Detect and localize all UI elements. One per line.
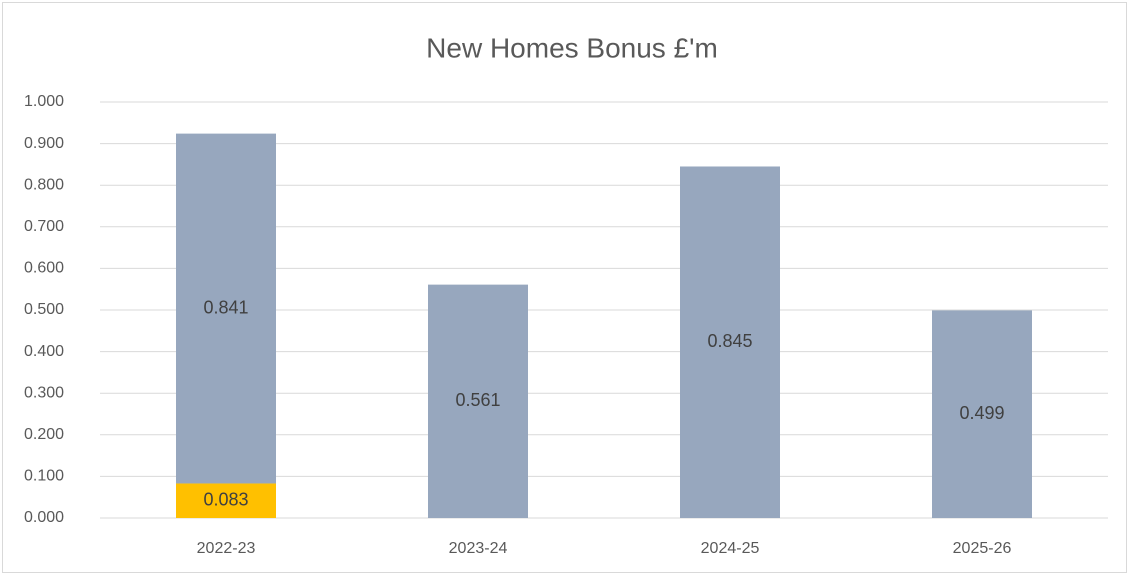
data-label: 0.841: [203, 297, 248, 317]
y-tick-label: 0.900: [24, 135, 64, 152]
y-tick-label: 0.300: [24, 384, 64, 401]
bar: [428, 284, 528, 518]
chart-title: New Homes Bonus £'m: [426, 32, 718, 63]
x-tick-label: 2024-25: [701, 540, 760, 557]
data-label: 0.083: [203, 489, 248, 509]
y-tick-label: 0.200: [24, 426, 64, 443]
x-tick-label: 2023-24: [449, 540, 508, 557]
bar: [176, 483, 276, 518]
y-tick-label: 0.100: [24, 468, 64, 485]
bar: [176, 133, 276, 484]
y-tick-label: 0.400: [24, 343, 64, 360]
x-tick-label: 2022-23: [197, 540, 256, 557]
y-tick-label: 0.800: [24, 176, 64, 193]
data-label: 0.499: [959, 403, 1004, 423]
data-label: 0.561: [455, 390, 500, 410]
bar: [932, 310, 1032, 518]
bar: [680, 166, 780, 519]
y-tick-label: 1.000: [24, 93, 64, 110]
x-tick-label: 2025-26: [953, 540, 1012, 557]
y-tick-label: 0.700: [24, 218, 64, 235]
y-tick-label: 0.000: [24, 509, 64, 526]
y-tick-label: 0.500: [24, 301, 64, 318]
y-tick-label: 0.600: [24, 260, 64, 277]
data-label: 0.845: [707, 331, 752, 351]
